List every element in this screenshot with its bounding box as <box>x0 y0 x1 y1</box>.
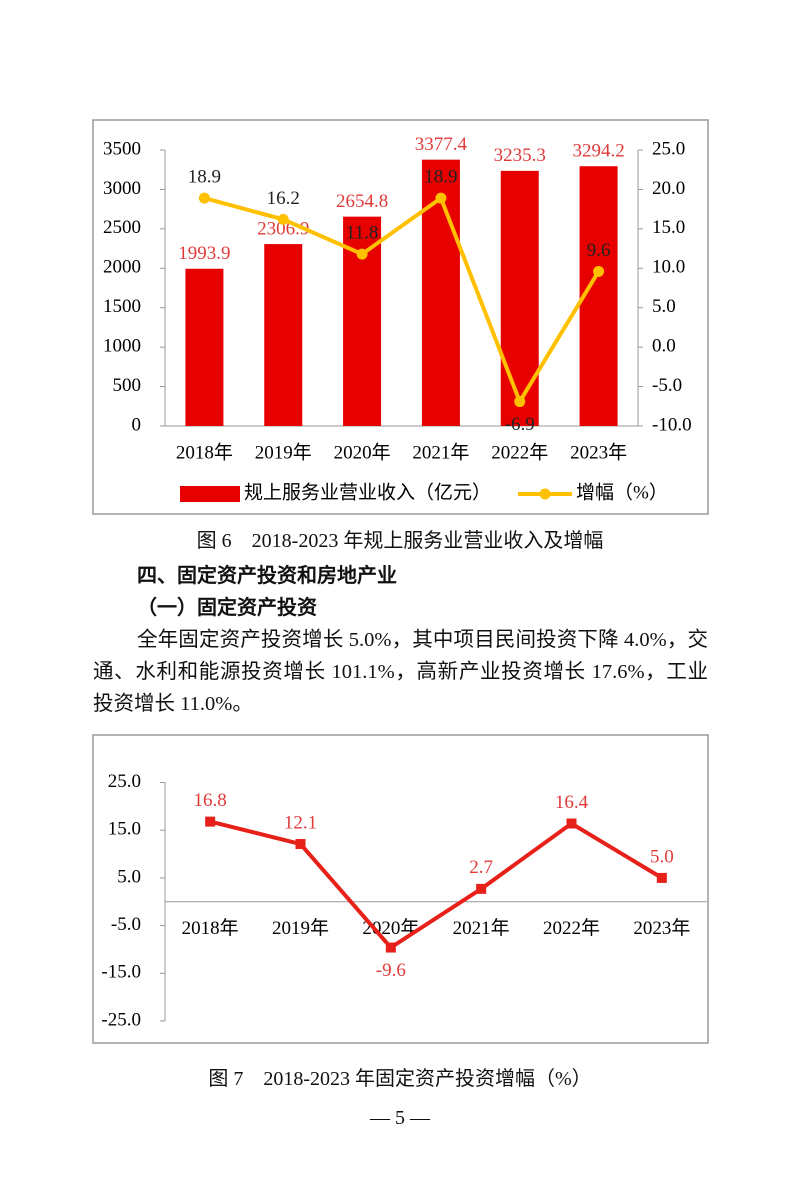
point-value-label: -6.9 <box>505 414 535 435</box>
y-tick-label: 5.0 <box>117 866 141 887</box>
page-number: — 5 — <box>370 1107 430 1129</box>
x-tick-label: 2021年 <box>412 441 469 463</box>
y2-tick-label: -5.0 <box>652 375 682 396</box>
marker <box>435 192 447 204</box>
legend-label: 规上服务业营业收入（亿元） <box>244 481 491 503</box>
bar <box>264 244 303 426</box>
x-tick-label: 2022年 <box>491 441 548 463</box>
x-tick-label: 2018年 <box>176 441 233 463</box>
y-tick-label: 2000 <box>103 257 141 278</box>
marker <box>476 883 487 894</box>
bar <box>500 170 539 426</box>
y2-tick-label: 10.0 <box>652 257 685 278</box>
figure-caption: 图 6 2018-2023 年规上服务业营业收入及增幅 <box>196 530 604 552</box>
y-tick-label: 2500 <box>103 217 141 238</box>
bar <box>185 268 224 426</box>
y-tick-label: 1000 <box>103 336 141 357</box>
y-tick-label: 3500 <box>103 138 141 159</box>
point-value-label: 16.4 <box>555 792 589 813</box>
y-tick-label: 1500 <box>103 296 141 317</box>
x-tick-label: 2018年 <box>182 917 239 939</box>
figure-caption: 图 7 2018-2023 年固定资产投资增幅（%） <box>208 1068 592 1090</box>
marker <box>593 265 605 277</box>
y2-tick-label: 20.0 <box>652 178 685 199</box>
marker <box>205 816 216 827</box>
point-value-label: 18.9 <box>424 166 457 187</box>
y-tick-label: 25.0 <box>108 771 141 792</box>
point-value-label: 9.6 <box>587 240 611 261</box>
section-heading: 四、固定资产投资和房地产业 <box>137 565 397 587</box>
y2-tick-label: -10.0 <box>652 414 692 435</box>
x-tick-label: 2023年 <box>570 441 627 463</box>
marker <box>198 192 210 204</box>
marker <box>514 396 526 408</box>
point-value-label: -9.6 <box>376 960 406 981</box>
y2-tick-label: 15.0 <box>652 217 685 238</box>
chart-frame <box>92 119 709 515</box>
point-value-label: 16.2 <box>267 188 300 209</box>
point-value-label: 5.0 <box>650 846 674 867</box>
y2-tick-label: 5.0 <box>652 296 676 317</box>
legend-swatch <box>539 488 551 500</box>
bar-value-label: 3377.4 <box>415 134 468 155</box>
y-tick-label: -25.0 <box>101 1009 141 1030</box>
y-tick-label: 500 <box>113 375 142 396</box>
point-value-label: 12.1 <box>284 812 317 833</box>
x-tick-label: 2023年 <box>633 917 690 939</box>
x-tick-label: 2019年 <box>272 917 329 939</box>
bar-value-label: 3294.2 <box>572 141 624 162</box>
point-value-label: 11.8 <box>346 222 379 243</box>
point-value-label: 2.7 <box>469 857 493 878</box>
x-tick-label: 2020年 <box>334 441 391 463</box>
y-tick-label: 0 <box>132 414 142 435</box>
point-value-label: 18.9 <box>188 166 221 187</box>
y2-tick-label: 25.0 <box>652 138 685 159</box>
legend-label: 增幅（%） <box>576 481 668 503</box>
chart-frame <box>92 734 709 1044</box>
marker <box>385 942 396 953</box>
bar-value-label: 1993.9 <box>178 243 230 264</box>
y-tick-label: -5.0 <box>111 914 141 935</box>
subsection-heading: （一）固定资产投资 <box>137 597 317 619</box>
paragraph: 全年固定资产投资增长 5.0%，其中项目民间投资下降 4.0%，交通、水利和能源… <box>93 629 708 715</box>
marker <box>295 839 306 850</box>
bar <box>421 159 460 426</box>
line <box>209 819 663 951</box>
x-tick-label: 2019年 <box>255 441 312 463</box>
line <box>203 194 601 407</box>
marker <box>356 248 368 260</box>
x-tick-label: 2021年 <box>453 917 510 939</box>
bar-value-label: 2654.8 <box>336 191 388 212</box>
legend-swatch <box>180 486 240 502</box>
y2-tick-label: 0.0 <box>652 336 676 357</box>
y-tick-label: 3000 <box>103 178 141 199</box>
y-tick-label: 15.0 <box>108 819 141 840</box>
x-tick-label: 2022年 <box>543 917 600 939</box>
marker <box>277 213 289 225</box>
bar-value-label: 3235.3 <box>494 145 546 166</box>
marker <box>656 872 667 883</box>
marker <box>566 818 577 829</box>
y-tick-label: -15.0 <box>101 962 141 983</box>
point-value-label: 16.8 <box>194 790 227 811</box>
